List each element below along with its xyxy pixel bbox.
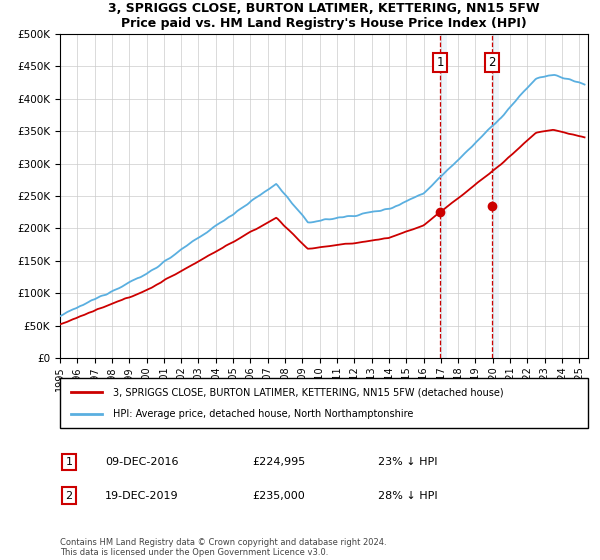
Bar [492, 34, 499, 358]
Text: £224,995: £224,995 [252, 457, 305, 467]
Text: 1: 1 [436, 57, 444, 69]
Bar [440, 34, 448, 358]
Text: 2: 2 [488, 57, 496, 69]
Text: 23% ↓ HPI: 23% ↓ HPI [378, 457, 437, 467]
Text: 19-DEC-2019: 19-DEC-2019 [105, 491, 179, 501]
Text: 3, SPRIGGS CLOSE, BURTON LATIMER, KETTERING, NN15 5FW (detached house): 3, SPRIGGS CLOSE, BURTON LATIMER, KETTER… [113, 387, 503, 397]
Text: HPI: Average price, detached house, North Northamptonshire: HPI: Average price, detached house, Nort… [113, 409, 413, 419]
Text: 28% ↓ HPI: 28% ↓ HPI [378, 491, 437, 501]
FancyBboxPatch shape [60, 378, 588, 428]
Title: 3, SPRIGGS CLOSE, BURTON LATIMER, KETTERING, NN15 5FW
Price paid vs. HM Land Reg: 3, SPRIGGS CLOSE, BURTON LATIMER, KETTER… [108, 2, 540, 30]
Text: 1: 1 [65, 457, 73, 467]
Text: 09-DEC-2016: 09-DEC-2016 [105, 457, 179, 467]
Text: £235,000: £235,000 [252, 491, 305, 501]
Text: Contains HM Land Registry data © Crown copyright and database right 2024.
This d: Contains HM Land Registry data © Crown c… [60, 538, 386, 557]
Text: 2: 2 [65, 491, 73, 501]
